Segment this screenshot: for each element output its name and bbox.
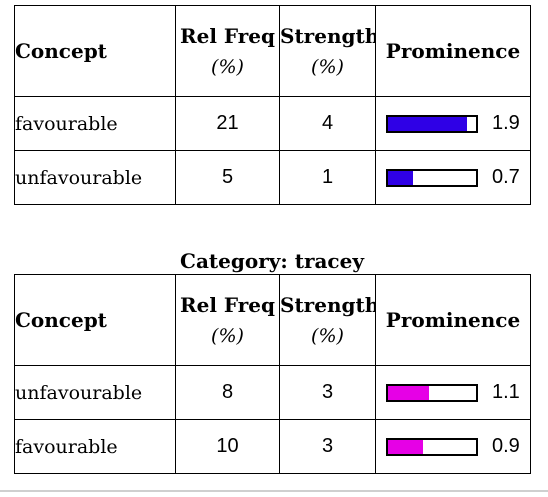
prominence-bar: [386, 437, 478, 456]
rel-freq-cell: 5: [175, 150, 280, 205]
rel-freq-cell: 21: [175, 96, 280, 151]
category-caption: Category: tracey: [180, 249, 364, 273]
bottom-divider: [0, 490, 548, 492]
header-rel-freq: Rel Freq (%): [175, 274, 280, 366]
prominence-cell: 0.7: [375, 150, 531, 205]
prominence-bar: [386, 383, 478, 402]
prominence-cell: 1.1: [375, 365, 531, 420]
header-strength: Strength (%): [279, 274, 376, 366]
header-concept: Concept: [14, 274, 176, 366]
prominence-value: 0.9: [492, 435, 520, 457]
prominence-bar-fill: [388, 116, 468, 131]
prominence-cell: 0.9: [375, 419, 531, 474]
header-prominence: Prominence: [375, 274, 531, 366]
prominence-bar-fill: [388, 385, 430, 400]
header-strength: Strength (%): [279, 5, 376, 97]
concept-cell: favourable: [14, 96, 176, 151]
prominence-cell: 1.9: [375, 96, 531, 151]
table-row: unfavourable 5 1 0.7: [14, 150, 531, 205]
concept-cell: favourable: [14, 419, 176, 474]
header-concept: Concept: [14, 5, 176, 97]
table-row: unfavourable 8 3 1.1: [14, 365, 531, 420]
concept-table-1: Concept Rel Freq (%) Strength (%) Promin…: [14, 5, 531, 205]
header-rel-freq: Rel Freq (%): [175, 5, 280, 97]
prominence-bar-fill: [388, 439, 424, 454]
strength-cell: 3: [279, 419, 376, 474]
header-prominence: Prominence: [375, 5, 531, 97]
table-row: favourable 21 4 1.9: [14, 96, 531, 151]
prominence-value: 1.1: [492, 381, 520, 403]
header-strength-unit: (%): [311, 325, 344, 347]
concept-cell: unfavourable: [14, 150, 176, 205]
header-row: Concept Rel Freq (%) Strength (%) Promin…: [14, 274, 531, 366]
prominence-bar-fill: [388, 170, 413, 185]
header-rel-freq-unit: (%): [211, 325, 244, 347]
concept-table: Concept Rel Freq (%) Strength (%) Promin…: [14, 5, 531, 205]
prominence-bar: [386, 168, 478, 187]
prominence-value: 0.7: [492, 166, 520, 188]
header-row: Concept Rel Freq (%) Strength (%) Promin…: [14, 5, 531, 97]
table-row: favourable 10 3 0.9: [14, 419, 531, 474]
prominence-value: 1.9: [492, 112, 520, 134]
strength-cell: 1: [279, 150, 376, 205]
rel-freq-cell: 8: [175, 365, 280, 420]
rel-freq-cell: 10: [175, 419, 280, 474]
header-rel-freq-unit: (%): [211, 56, 244, 78]
prominence-bar: [386, 114, 478, 133]
concept-table-2: Category: tracey Concept Rel Freq (%) St…: [14, 248, 531, 474]
header-strength-unit: (%): [311, 56, 344, 78]
concept-cell: unfavourable: [14, 365, 176, 420]
concept-table: Concept Rel Freq (%) Strength (%) Promin…: [14, 274, 531, 474]
strength-cell: 4: [279, 96, 376, 151]
strength-cell: 3: [279, 365, 376, 420]
